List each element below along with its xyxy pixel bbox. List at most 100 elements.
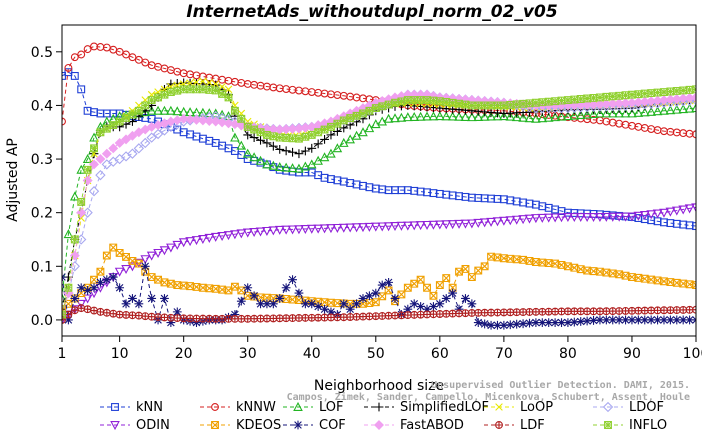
data-point-ldf [672, 306, 681, 314]
data-point-odin [467, 219, 477, 229]
data-point-odin [665, 207, 676, 217]
data-point-ldf [275, 314, 284, 323]
data-point-cof [236, 296, 246, 306]
legend-marker-inflo [604, 421, 612, 429]
legend-item-ldof: LDOF [593, 400, 664, 415]
data-point-lof [499, 111, 509, 121]
data-point-odin [691, 203, 696, 213]
data-point-simplifiedlof [262, 138, 272, 148]
data-point-lof [62, 293, 67, 303]
data-point-cof [640, 315, 650, 325]
data-point-odin [492, 217, 503, 227]
data-point-cof [364, 291, 374, 301]
data-point-kdeos [102, 251, 111, 260]
data-point-inflo [423, 96, 431, 105]
data-point-ldf [62, 316, 66, 324]
data-point-lof [575, 110, 586, 120]
data-point-lof [518, 112, 528, 122]
data-point-lof [678, 104, 689, 114]
data-point-cof [326, 307, 336, 317]
data-point-lof [582, 109, 592, 119]
data-point-cof [352, 299, 361, 309]
data-point-cof [563, 318, 573, 327]
data-point-inflo [275, 133, 284, 142]
data-point-ldf [480, 308, 489, 317]
data-point-inflo [256, 128, 265, 137]
data-point-cof [595, 315, 605, 325]
legend-label-ldf: LDF [520, 418, 545, 433]
data-point-ldf [282, 314, 291, 323]
data-point-odin [486, 217, 496, 227]
data-point-knnw [70, 53, 79, 62]
data-point-odin [294, 225, 304, 235]
data-point-ldof [133, 143, 145, 154]
data-point-inflo [179, 85, 188, 94]
data-point-inflo [102, 124, 111, 133]
data-point-knn [346, 179, 355, 187]
data-point-kdeos [487, 252, 496, 261]
data-point-odin [146, 251, 157, 261]
data-point-ldf [531, 308, 540, 316]
data-point-lof [82, 153, 93, 164]
y-axis-label: Adjusted AP [5, 138, 21, 222]
data-point-inflo [640, 89, 649, 98]
data-point-cof [518, 319, 528, 329]
data-point-ldf [102, 308, 111, 317]
data-point-knnw [115, 47, 124, 56]
data-point-ldf [416, 310, 425, 319]
data-point-fastabod [114, 137, 125, 148]
citation-watermark: Unsupervised Outlier Detection. DAMI, 20… [287, 379, 690, 403]
data-point-lof [467, 112, 477, 122]
series-odin [62, 203, 696, 325]
data-point-ldf [262, 314, 271, 323]
data-point-kdeos [384, 286, 393, 295]
data-point-inflo [96, 128, 105, 137]
data-point-odin [153, 248, 163, 258]
data-point-simplifiedlof [249, 133, 259, 143]
data-point-odin [223, 231, 234, 241]
data-point-inflo [147, 96, 156, 105]
data-point-cof [320, 304, 329, 314]
data-point-odin [435, 220, 445, 230]
data-point-kdeos [403, 283, 412, 292]
data-point-ldf [628, 306, 636, 315]
data-point-odin [191, 236, 202, 246]
data-point-ldf [243, 314, 252, 323]
legend-marker-kdeos [211, 421, 219, 429]
data-point-fastabod [101, 148, 112, 159]
data-point-lof [415, 111, 426, 121]
data-point-odin [575, 213, 586, 223]
data-point-odin [556, 213, 567, 223]
legend: kNN kNNW LOF SimplifiedLOF LoOP LDOF ODIN KDEOS… [100, 400, 667, 433]
x-tick-label: 70 [495, 346, 513, 362]
series-line-kdeos [62, 246, 696, 310]
data-point-ldf [634, 306, 643, 315]
legend-label-simplifiedlof: SimplifiedLOF [400, 400, 489, 415]
data-point-ldof [159, 125, 170, 136]
data-point-fastabod [197, 115, 208, 126]
data-point-ldf [442, 309, 451, 318]
data-point-odin [531, 214, 541, 224]
data-point-inflo [570, 95, 579, 104]
data-point-cof [256, 299, 265, 309]
data-point-inflo [685, 85, 694, 94]
data-point-lof [172, 106, 183, 116]
data-point-inflo [122, 113, 130, 122]
legend-marker-simplifiedlof [374, 402, 384, 412]
y-tick-label: 0.1 [31, 259, 53, 275]
data-point-cof [115, 283, 125, 293]
data-point-lof [652, 106, 663, 116]
data-point-simplifiedlof [275, 145, 285, 154]
data-point-ldf [403, 311, 412, 319]
data-point-lof [326, 148, 336, 158]
data-point-inflo [230, 106, 239, 115]
data-point-odin [319, 224, 330, 234]
data-point-odin [114, 267, 125, 277]
data-point-odin [403, 221, 413, 231]
data-point-fastabod [191, 114, 202, 125]
legend-marker-fastabod [374, 420, 384, 430]
data-point-ldf [230, 314, 239, 323]
data-point-odin [396, 221, 407, 231]
data-point-inflo [198, 85, 207, 94]
data-point-cof [544, 318, 554, 327]
